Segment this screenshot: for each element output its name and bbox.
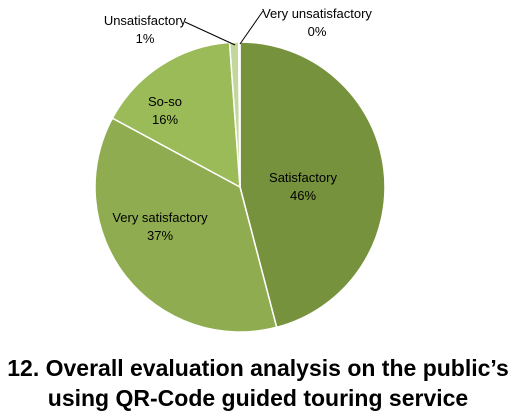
slice-labels: Satisfactory 46% Very satisfactory 37% So-so… (104, 6, 373, 243)
pie-slice-so-so (111, 41, 241, 189)
pie-slice-very-unsatisfactory (237, 41, 241, 188)
chart-caption-line-2: using QR-Code guided touring service (47, 385, 469, 411)
slice-label-satisfactory: Satisfactory 46% (269, 170, 337, 203)
leader-line-unsatisfactory (184, 21, 236, 46)
slice-label-so-so: So-so 16% (148, 94, 182, 127)
slice-label-unsatisfactory: Unsatisfactory 1% (104, 13, 187, 46)
slice-label-very-satisfactory: Very satisfactory 37% (112, 210, 208, 243)
pie-slice-very-satisfactory (94, 117, 278, 333)
pie-slice-satisfactory (239, 41, 386, 329)
leader-lines (184, 10, 264, 46)
pie-chart: Satisfactory 46% Very satisfactory 37% So-so… (94, 6, 386, 333)
leader-line-very-unsatisfactory (239, 10, 264, 45)
pie-slices (94, 41, 386, 333)
slice-label-very-unsatisfactory: Very unsatisfactory 0% (262, 6, 372, 39)
chart-caption-line-1: 12. Overall evaluation analysis on the p… (7, 355, 509, 381)
